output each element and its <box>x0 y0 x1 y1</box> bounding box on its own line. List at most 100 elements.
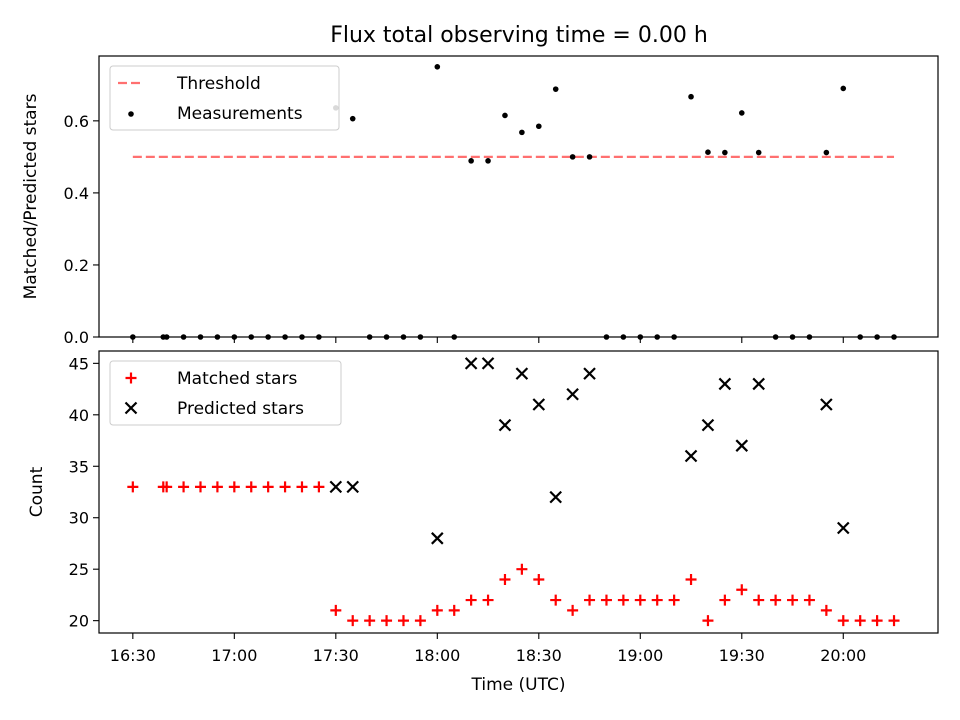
legend-predicted-swatch <box>124 401 138 415</box>
matched-star-marker <box>279 481 291 493</box>
x-tick-label: 16:30 <box>110 646 156 665</box>
matched-star-marker <box>397 615 409 627</box>
y-tick-label: 0.2 <box>64 256 89 275</box>
matched-star-marker <box>194 481 206 493</box>
legend-box <box>109 360 342 426</box>
predicted-star-marker <box>464 357 478 370</box>
measurement-point <box>535 123 542 130</box>
predicted-star-marker <box>718 377 732 391</box>
legend-label: Predicted stars <box>177 399 304 419</box>
y-tick-label: 30 <box>69 509 89 528</box>
matched-star-marker <box>347 615 359 627</box>
predicted-star-marker <box>329 480 343 494</box>
axes-frame <box>98 55 939 338</box>
matched-star-marker <box>431 604 443 616</box>
predicted-star-marker <box>820 398 833 411</box>
matched-star-marker <box>533 573 545 585</box>
x-tick-label: 18:00 <box>414 646 460 665</box>
matched-star-marker <box>584 594 596 606</box>
measurement-point <box>569 154 576 160</box>
ratio-marks <box>130 64 897 340</box>
matched-star-marker <box>567 604 579 616</box>
y-axis-label: Matched/Predicted stars <box>21 93 41 299</box>
matched-star-marker <box>770 594 782 606</box>
y-tick-label: 40 <box>69 406 89 425</box>
y-tick-label: 45 <box>69 354 89 373</box>
legend-matched-swatch <box>125 372 137 384</box>
chart-title: Flux total observing time = 0.00 h <box>330 23 708 48</box>
matched-star-marker <box>465 594 477 606</box>
count-axes: 20 25 30 35 40 45 16:30 17:00 17:30 18:00 18:30 19:… <box>27 350 939 695</box>
measurement-point <box>823 149 830 156</box>
matched-star-marker <box>888 615 900 627</box>
count-panel: 20 25 30 35 40 45 16:30 17:00 17:30 18:00 18:30 19:… <box>27 350 939 695</box>
matched-star-marker <box>787 594 799 606</box>
matched-star-marker <box>161 481 173 493</box>
legend-label: Measurements <box>177 104 303 124</box>
y-tick-label: 35 <box>69 457 89 476</box>
matched-star-marker <box>482 594 494 606</box>
matched-star-marker <box>381 615 393 627</box>
matched-star-marker <box>685 573 697 585</box>
predicted-star-marker <box>431 532 444 545</box>
predicted-star-marker <box>566 387 579 401</box>
matched-star-marker <box>820 604 832 616</box>
count-marks <box>127 357 900 627</box>
matched-star-marker <box>634 594 646 606</box>
predicted-star-marker <box>481 357 495 370</box>
matched-star-marker <box>228 481 240 493</box>
matched-star-marker <box>364 615 376 627</box>
y-tick-label: 0.0 <box>64 328 89 347</box>
predicted-star-marker <box>583 367 596 380</box>
matched-star-marker <box>414 615 426 627</box>
measurement-point <box>840 85 847 92</box>
predicted-star-marker <box>498 418 512 432</box>
matched-star-marker <box>668 594 680 606</box>
matched-star-marker <box>719 594 731 606</box>
measurement-point <box>586 154 593 160</box>
matched-star-marker <box>617 594 629 606</box>
matched-star-marker <box>753 594 765 606</box>
axes-frame <box>98 350 939 634</box>
matched-star-marker <box>448 604 460 616</box>
legend-label: Matched stars <box>177 369 297 389</box>
x-tick-label: 17:30 <box>313 646 359 665</box>
predicted-star-marker <box>752 377 765 391</box>
matched-star-marker <box>499 573 511 585</box>
matched-star-marker <box>178 481 190 493</box>
legend-box <box>109 65 340 131</box>
matched-star-marker <box>550 594 562 606</box>
measurement-point <box>468 158 474 164</box>
measurement-point <box>552 86 559 92</box>
legend-measurement-swatch <box>128 111 134 117</box>
matched-star-marker <box>211 481 223 493</box>
x-tick-label: 20:00 <box>820 646 866 665</box>
matched-star-marker <box>837 615 849 627</box>
legend-label: Threshold <box>176 74 261 94</box>
matched-star-marker <box>702 615 714 627</box>
predicted-star-marker <box>532 398 546 411</box>
x-tick-label: 18:30 <box>516 646 562 665</box>
y-tick-label: 0.4 <box>64 184 89 203</box>
predicted-star-marker <box>836 521 850 535</box>
x-axis-label: Time (UTC) <box>471 675 566 695</box>
measurement-point <box>688 93 694 100</box>
y-tick-label: 25 <box>69 560 89 579</box>
measurement-point <box>349 115 356 122</box>
measurement-point <box>485 158 491 164</box>
matched-star-marker <box>516 563 528 575</box>
matched-star-marker <box>330 604 342 616</box>
ratio-axes: 0.0 0.2 0.4 0.6 Matched/Predicted stars <box>21 55 939 347</box>
predicted-star-marker <box>701 418 715 432</box>
measurement-point <box>502 112 508 119</box>
matched-star-marker <box>313 481 325 493</box>
predicted-star-marker <box>549 490 562 504</box>
ratio-legend: Threshold Measurements <box>109 65 340 131</box>
y-tick-label: 20 <box>69 612 89 631</box>
predicted-star-marker <box>735 439 749 452</box>
ratio-panel: 0.0 0.2 0.4 0.6 Matched/Predicted stars Thre… <box>21 55 939 347</box>
matched-star-marker <box>127 481 139 493</box>
measurement-point <box>738 110 745 116</box>
measurement-point <box>705 149 711 155</box>
